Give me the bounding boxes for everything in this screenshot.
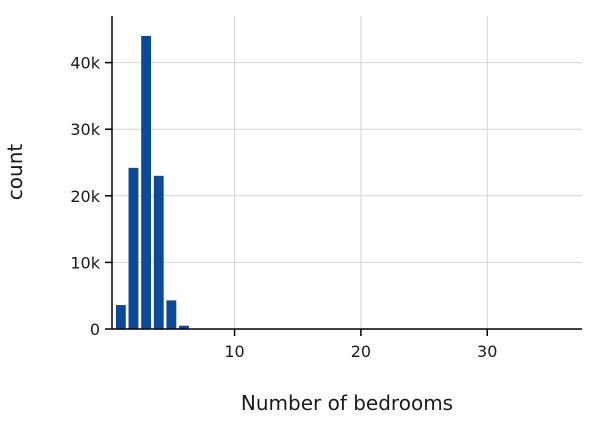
histogram-bar xyxy=(179,325,189,329)
gridlines xyxy=(112,16,582,329)
y-tick-label: 20k xyxy=(70,187,100,206)
y-tick-label: 0 xyxy=(90,320,100,339)
histogram-bar xyxy=(166,300,177,329)
histogram-bar xyxy=(153,175,164,329)
y-tick-label: 40k xyxy=(70,54,100,73)
y-tick-label: 10k xyxy=(70,253,100,272)
bars xyxy=(115,35,189,329)
histogram-bar xyxy=(141,35,152,329)
y-tick-label: 30k xyxy=(70,120,100,139)
x-tick-label: 20 xyxy=(351,342,371,361)
histogram-bar xyxy=(128,167,139,329)
x-tick-label: 10 xyxy=(224,342,244,361)
x-axis-title: Number of bedrooms xyxy=(241,391,453,415)
histogram-bar xyxy=(115,305,126,329)
tick-labels: 0 10k 20k 30k 40k 10 20 30 xyxy=(70,54,497,361)
axes xyxy=(105,16,582,336)
y-axis-title: count xyxy=(3,144,27,201)
x-tick-label: 30 xyxy=(477,342,497,361)
